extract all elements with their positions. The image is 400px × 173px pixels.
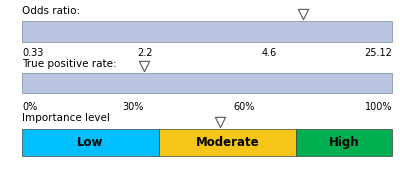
Text: High: High (328, 136, 359, 149)
Text: Moderate: Moderate (196, 136, 259, 149)
Text: 60%: 60% (233, 102, 255, 112)
Point (300, 12, 306, 15)
Bar (22, 129, 159, 156)
Point (217, 121, 223, 123)
Text: 0.33: 0.33 (22, 48, 43, 58)
Text: 0%: 0% (22, 102, 37, 112)
Bar (159, 129, 296, 156)
Text: Importance level: Importance level (22, 113, 110, 123)
Bar (22, 21, 392, 42)
Text: 25.12: 25.12 (364, 48, 392, 58)
Text: Low: Low (77, 136, 104, 149)
Text: 4.6: 4.6 (261, 48, 276, 58)
Text: 100%: 100% (364, 102, 392, 112)
Text: Odds ratio:: Odds ratio: (22, 6, 80, 16)
Text: 30%: 30% (122, 102, 144, 112)
Bar (22, 73, 392, 93)
Text: 2.2: 2.2 (138, 48, 153, 58)
Point (141, 64, 147, 67)
Text: True positive rate:: True positive rate: (22, 59, 117, 69)
Bar (296, 129, 392, 156)
